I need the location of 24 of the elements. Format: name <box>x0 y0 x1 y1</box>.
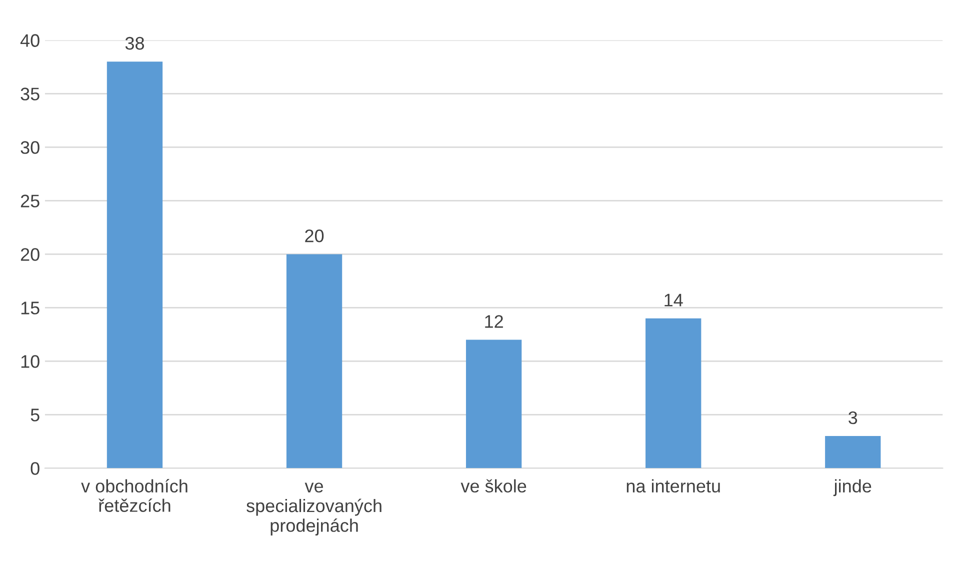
data-label: 14 <box>664 294 683 306</box>
x-tick-label: jinde <box>833 479 872 496</box>
data-label: 38 <box>125 36 144 50</box>
y-tick-label: 25 <box>20 194 40 208</box>
y-tick-label: 20 <box>20 248 40 261</box>
x-tick-label: v obchodních řetězcích <box>81 479 188 512</box>
y-tick-label: 30 <box>20 141 40 154</box>
data-label: 12 <box>485 315 503 328</box>
data-label: 20 <box>305 230 324 242</box>
y-tick-label: 10 <box>21 355 40 368</box>
x-tick-label: ve škole <box>460 479 526 493</box>
y-tick-label: 40 <box>20 34 40 47</box>
bar <box>646 318 702 468</box>
x-tick-label: ve specializovaných prodejnách <box>246 482 382 536</box>
bar <box>825 436 881 468</box>
bar <box>106 62 163 468</box>
y-tick-label: 35 <box>20 88 40 100</box>
bar <box>466 340 522 468</box>
y-tick-label: 0 <box>30 462 40 475</box>
x-tick-label: na internetu <box>626 479 720 493</box>
y-tick-label: 5 <box>30 408 40 422</box>
y-tick-label: 15 <box>21 302 40 314</box>
data-label: 3 <box>848 411 858 424</box>
bar <box>286 254 342 468</box>
